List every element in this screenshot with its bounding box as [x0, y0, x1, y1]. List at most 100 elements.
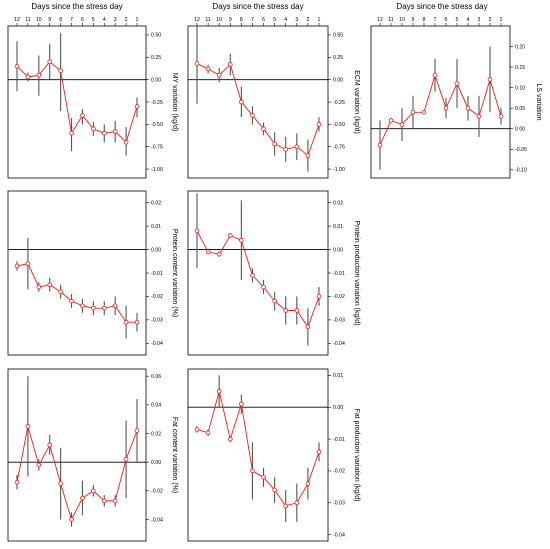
x-tick-label: 2 — [306, 17, 309, 23]
data-point — [305, 153, 311, 158]
x-tick-label: 9 — [412, 17, 415, 23]
y-tick-label: 0.00 — [151, 460, 161, 466]
data-point — [91, 126, 96, 132]
data-point — [123, 319, 129, 325]
y-tick-label: -0.50 — [151, 122, 163, 128]
x-tick-label: 9 — [48, 17, 51, 23]
data-point — [316, 449, 322, 455]
plot-frame — [187, 368, 329, 542]
y-tick-label: -1.00 — [333, 167, 345, 173]
series-line — [379, 73, 502, 146]
plot-frame — [7, 368, 147, 542]
data-point — [205, 430, 211, 436]
data-point — [134, 319, 140, 325]
y-tick-label: 0.25 — [151, 55, 161, 61]
y-tick-label: 0.00 — [151, 247, 161, 253]
y-tick-label: -0.50 — [333, 122, 345, 128]
x-tick-label: 4 — [284, 17, 287, 23]
y-tick-label: 0.00 — [333, 247, 343, 253]
y-tick-label: 0.10 — [515, 85, 525, 91]
y-tick-label: -0.03 — [333, 318, 345, 324]
x-tick-label: 12 — [14, 17, 20, 23]
data-point — [250, 468, 255, 474]
y-tick-label: -0.02 — [151, 489, 163, 495]
x-tick-label: 5 — [92, 17, 95, 23]
x-tick-label: 1 — [318, 17, 321, 23]
header-col-2: Days since the stress day — [212, 2, 303, 11]
data-point — [294, 144, 300, 150]
x-tick-label: 5 — [273, 17, 276, 23]
y-axis-label: Protein content variation (%) — [171, 229, 178, 317]
data-point — [454, 81, 460, 86]
data-point — [465, 105, 471, 111]
data-point — [216, 251, 222, 257]
data-point — [36, 284, 42, 290]
x-tick-label: 5 — [456, 17, 459, 23]
y-tick-label: -0.04 — [333, 341, 345, 347]
y-tick-label: 0.01 — [333, 373, 343, 379]
data-point — [227, 233, 233, 238]
y-axis-label: MY variation (kg/d) — [171, 73, 178, 132]
series-line — [16, 61, 138, 144]
data-point — [58, 289, 63, 295]
data-point — [58, 68, 63, 74]
data-point — [91, 305, 96, 311]
y-tick-label: 0.01 — [151, 224, 161, 230]
data-point — [272, 141, 277, 147]
y-tick-label: 0.15 — [515, 65, 525, 71]
series-line — [196, 230, 320, 328]
x-tick-label: 11 — [25, 17, 30, 23]
data-point — [487, 77, 493, 82]
x-tick-label: 10 — [36, 17, 42, 23]
x-tick-label: 10 — [216, 17, 222, 23]
panel-fat_content: 0.06 0.04 0.02 0.00 -0.02 -0.04 Fat content va… — [7, 368, 178, 542]
data-point — [25, 424, 31, 429]
data-point — [498, 114, 504, 119]
x-tick-label: 1 — [500, 17, 503, 23]
x-tick-label: 3 — [114, 17, 117, 23]
x-tick-label: 2 — [489, 17, 492, 23]
data-point — [14, 63, 20, 69]
y-tick-label: -0.03 — [333, 501, 345, 507]
x-tick-label: 11 — [205, 17, 210, 23]
y-tick-label: -0.25 — [333, 100, 345, 106]
data-point — [239, 99, 244, 105]
plot-frame — [370, 25, 511, 179]
data-point — [261, 126, 266, 132]
data-point — [410, 109, 416, 115]
data-point — [432, 72, 438, 78]
data-point — [283, 147, 289, 152]
y-tick-label: 0.04 — [151, 403, 161, 409]
y-tick-label: 0.00 — [515, 127, 525, 133]
data-point — [134, 104, 140, 109]
data-point — [205, 66, 211, 72]
data-point — [123, 456, 129, 462]
data-point — [123, 139, 129, 145]
y-tick-label: -0.05 — [515, 147, 527, 153]
data-point — [239, 401, 244, 407]
panel-protein_production: 0.02 0.01 0.00 -0.01 -0.02 -0.03 -0.04 Protein … — [187, 190, 360, 356]
series-line — [196, 391, 320, 507]
data-point — [25, 74, 31, 80]
data-point — [421, 109, 427, 115]
plot-frame — [7, 25, 147, 179]
header-col-1: Days since the stress day — [31, 2, 122, 11]
y-tick-label: -0.01 — [333, 437, 345, 443]
x-tick-label: 1 — [136, 17, 139, 23]
data-point — [239, 237, 244, 243]
x-tick-label: 6 — [262, 17, 265, 23]
series-line — [16, 263, 137, 323]
y-tick-label: -0.10 — [515, 168, 527, 174]
data-point — [294, 308, 300, 313]
y-tick-label: -0.02 — [333, 294, 345, 300]
data-point — [216, 388, 222, 394]
data-point — [261, 474, 266, 480]
data-point — [80, 495, 85, 501]
data-point — [476, 114, 482, 119]
y-tick-label: 0.06 — [151, 374, 161, 380]
data-point — [388, 118, 394, 123]
x-tick-label: 12 — [377, 17, 383, 23]
